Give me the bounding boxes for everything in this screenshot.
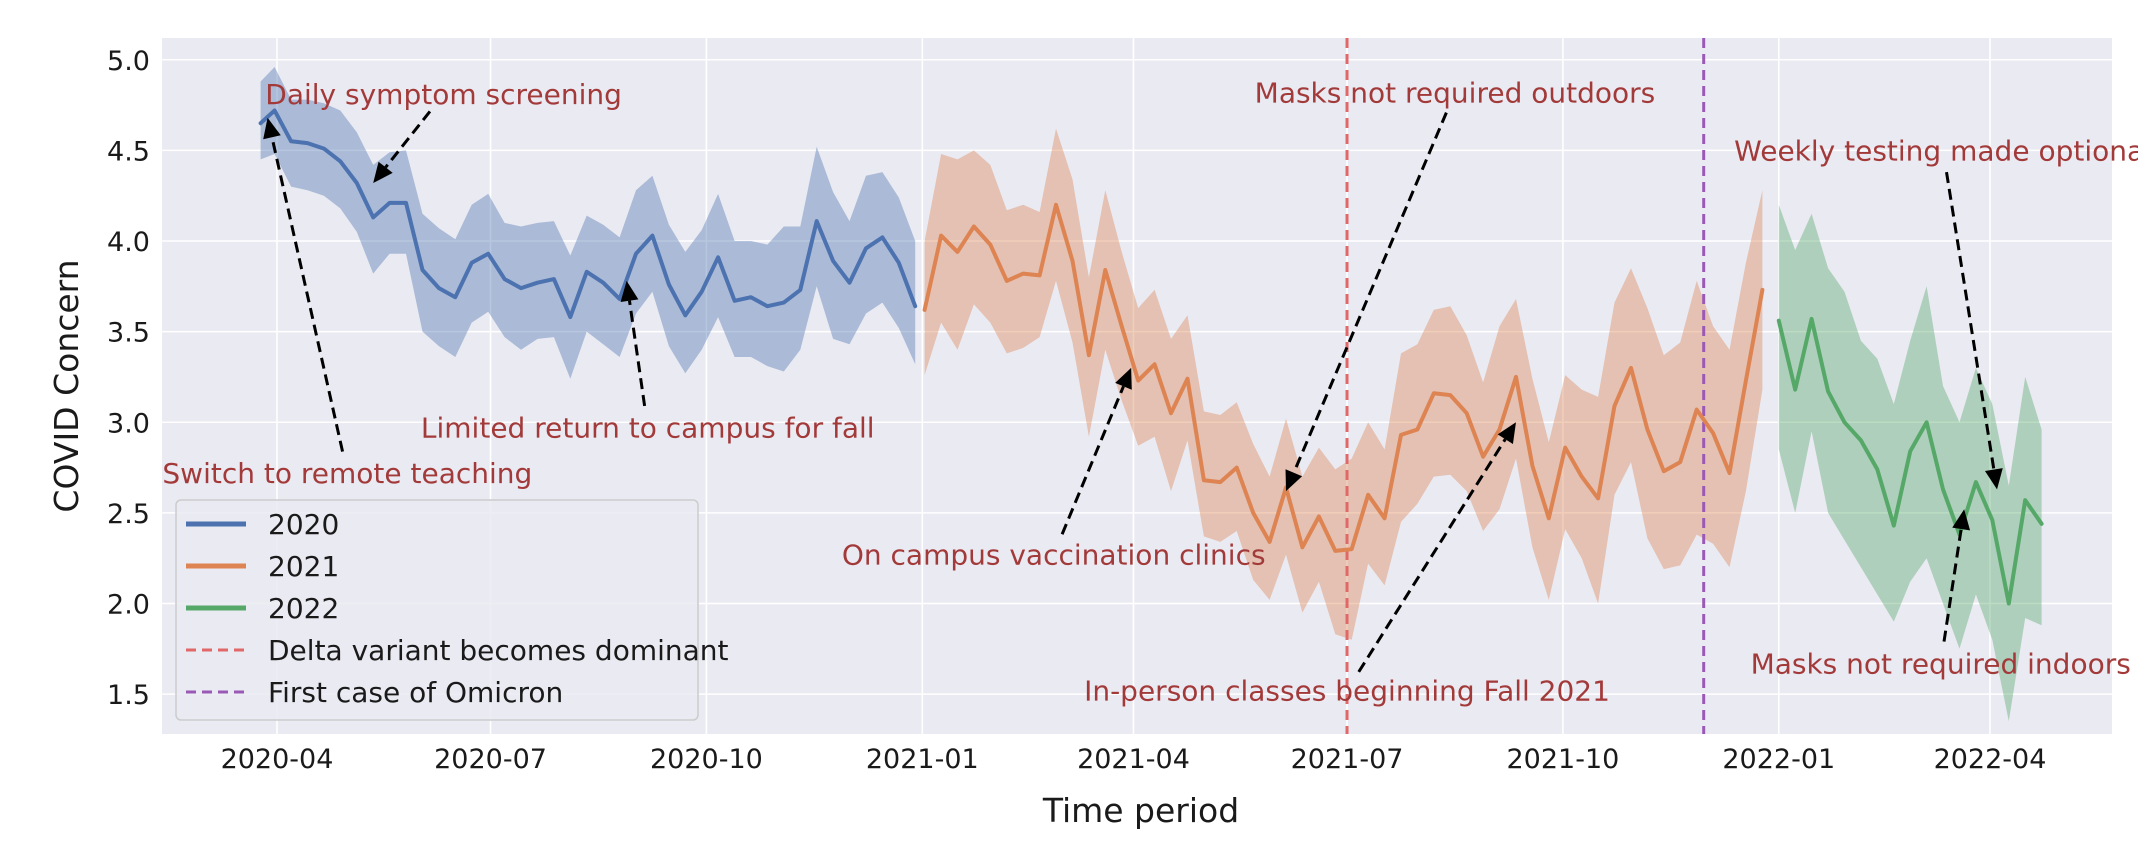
legend: 2020 2021 2022 Delta variant becomes domina… <box>175 499 729 721</box>
annotation-arrow-head <box>1497 422 1516 444</box>
annotation-label: Limited return to campus for fall <box>421 412 875 445</box>
confidence-band-2022 <box>1778 204 2042 722</box>
annotation-label: Masks not required indoors <box>1751 647 2131 680</box>
x-tick-label: 2022-04 <box>1934 744 2047 775</box>
y-tick-label: 2.0 <box>107 590 150 621</box>
legend-label: 2020 <box>268 508 339 541</box>
y-tick-label: 3.0 <box>107 408 150 439</box>
y-tick-label: 3.5 <box>107 318 150 349</box>
y-tick-label: 4.0 <box>107 227 150 258</box>
annotation-label: On campus vaccination clinics <box>842 539 1266 572</box>
y-tick-labels: 1.5 2.0 2.5 3.0 3.5 4.0 4.5 5.0 <box>107 46 150 711</box>
annotation-arrow-head <box>1115 367 1132 390</box>
annotation-arrow-line <box>384 110 432 169</box>
x-tick-label: 2020-04 <box>221 744 334 775</box>
annotation-arrow-line <box>1357 438 1507 673</box>
reference-lines <box>1345 38 1706 734</box>
legend-label: Delta variant becomes dominant <box>268 634 729 667</box>
series-line-2021 <box>922 202 1765 553</box>
confidence-band-2020 <box>260 67 916 379</box>
y-axis-label: COVID Concern <box>47 259 86 512</box>
annotation-arrow-head <box>373 161 393 183</box>
x-tick-label: 2020-07 <box>434 744 547 775</box>
annotation-arrow-head <box>620 280 639 302</box>
legend-label: First case of Omicron <box>268 676 563 709</box>
x-tick-label: 2021-07 <box>1291 744 1404 775</box>
x-tick-label: 2021-01 <box>866 744 979 775</box>
y-tick-label: 2.5 <box>107 499 150 530</box>
annotation-label: Daily symptom screening <box>265 78 622 111</box>
annotation-arrow-line <box>1942 528 1963 642</box>
y-tick-label: 4.5 <box>107 136 150 167</box>
annotation-arrow-head <box>1984 468 2003 490</box>
annotation-label: In-person classes beginning Fall 2021 <box>1084 675 1610 708</box>
x-tick-label: 2021-10 <box>1506 744 1619 775</box>
legend-label: 2022 <box>268 592 339 625</box>
x-axis-label: Time period <box>1042 791 1239 830</box>
x-tick-labels: 2020-04 2020-07 2020-10 2021-01 2021-04 2021-… <box>221 744 2047 775</box>
annotation-labels: Daily symptom screening Switch to remote … <box>162 76 2138 707</box>
series-line-2020 <box>258 108 918 320</box>
annotation-arrow-head <box>1285 469 1303 492</box>
annotation-label: Weekly testing made optional <box>1734 134 2138 167</box>
x-tick-label: 2021-04 <box>1077 744 1190 775</box>
legend-label: 2021 <box>268 550 339 583</box>
annotation-label: Masks not required outdoors <box>1255 76 1656 109</box>
annotation-arrow-head <box>1952 509 1971 531</box>
annotation-arrow-line <box>627 300 647 407</box>
x-tick-label: 2020-10 <box>650 744 763 775</box>
annotation-arrow-line <box>270 136 345 452</box>
series-line-2022 <box>1776 316 2044 606</box>
confidence-band-2021 <box>924 128 1763 640</box>
annotation-arrow-head <box>263 117 281 140</box>
annotation-arrow-line <box>1060 385 1125 535</box>
series-lines <box>258 108 2044 606</box>
annotation-arrows <box>263 110 2003 673</box>
annotation-label: Switch to remote teaching <box>162 457 532 490</box>
annotation-arrow-line <box>1292 112 1448 474</box>
y-tick-label: 1.5 <box>107 680 150 711</box>
y-tick-label: 5.0 <box>107 46 150 77</box>
x-tick-label: 2022-01 <box>1722 744 1835 775</box>
confidence-bands <box>260 67 2042 722</box>
legend-box <box>175 499 699 721</box>
